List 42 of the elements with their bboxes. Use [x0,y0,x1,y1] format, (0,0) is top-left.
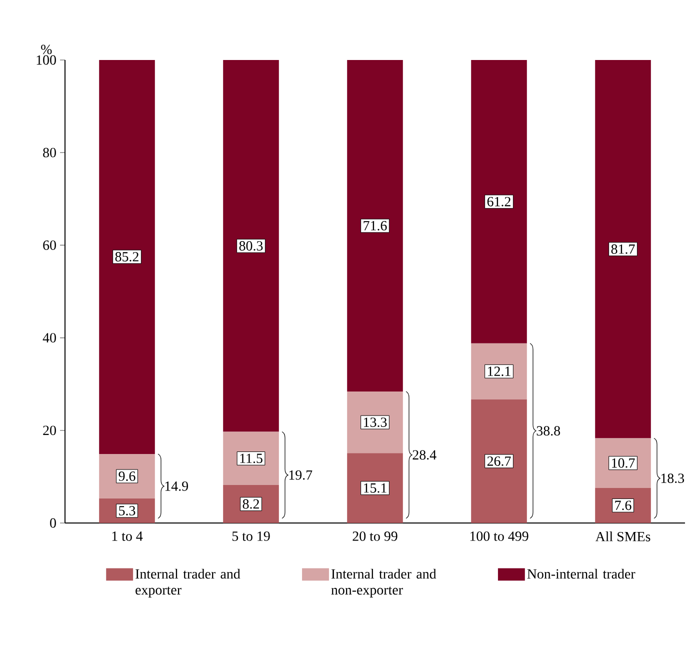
y-tick-label: 0 [50,518,56,528]
bar [347,60,403,392]
x-tick-label: 100 to 499 [470,531,528,541]
y-tick-label: 20 [43,426,56,436]
data-label: 8.2 [242,499,259,509]
y-tick-label: 40 [42,333,56,343]
data-label: 5.3 [119,506,136,516]
data-label: 9.6 [118,472,136,481]
x-tick-label: 20 to 99 [352,531,398,541]
y-axis-title: % [41,44,52,54]
bar [595,60,651,438]
data-label: 10.7 [612,458,635,468]
legend-label: Non-internal trader [527,568,636,579]
x-tick-label: 5 to 19 [232,532,270,541]
bar [99,60,155,454]
bar [471,399,527,523]
data-label: 12.1 [488,366,510,376]
data-label: 26.7 [487,456,511,466]
annotation: 28.4 [412,450,436,460]
data-label: 15.1 [364,483,386,493]
annotation: 19.7 [289,470,312,480]
data-label: 81.7 [611,244,635,254]
data-label: 7.6 [615,500,632,510]
legend-label: Internal trader and non-exporter [331,568,436,598]
x-tick-label: All SMEs [595,531,650,542]
x-tick-label: 1 to 4 [112,531,143,541]
y-tick-label: 80 [43,148,56,158]
legend-label: Internal trader and exporter [136,568,240,598]
data-label: 11.5 [240,454,262,464]
data-label: 71.6 [364,221,387,230]
bar [347,453,403,523]
annotation: 18.3 [661,474,684,484]
data-label: 85.2 [115,252,138,262]
y-tick-label: 100 [36,55,56,65]
y-tick-label: 60 [43,240,56,250]
data-label: 13.3 [364,418,387,428]
bar [471,60,527,344]
data-label: 80.3 [239,241,263,251]
annotation: 38.8 [536,426,560,436]
annotation: 14.9 [165,481,188,491]
bar [223,60,279,432]
data-label: 61.2 [487,196,510,206]
